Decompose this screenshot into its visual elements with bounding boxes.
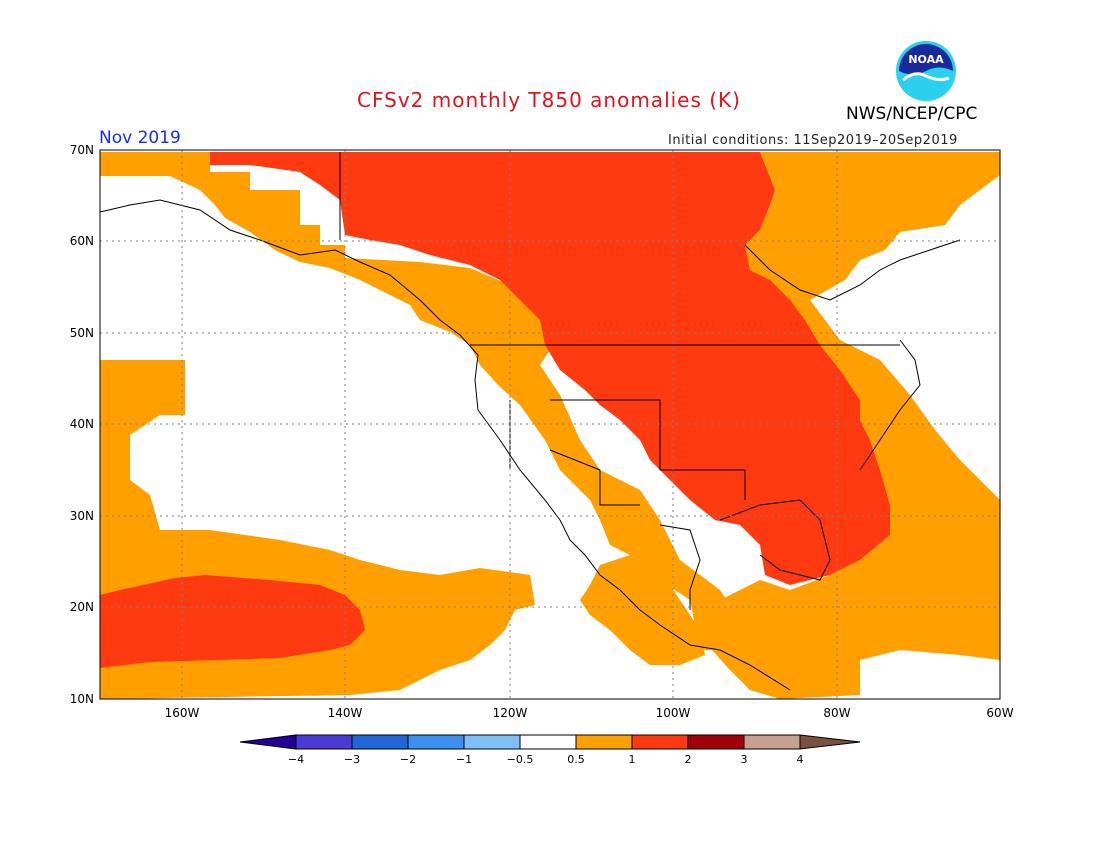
map-title: CFSv2 monthly T850 anomalies (K): [357, 88, 741, 112]
legend-swatch: [295, 734, 353, 750]
legend-swatch: [575, 734, 633, 750]
target-month: Nov 2019: [99, 128, 181, 148]
anomaly-red-regions: [100, 152, 890, 668]
color-legend: −4 −3 −2 −1 −0.5 0.5 1 2 3 4: [239, 734, 861, 766]
map-panel: [99, 149, 1001, 700]
legend-tick: 2: [685, 753, 692, 766]
noaa-logo: NOAA: [896, 41, 956, 101]
legend-tick-labels: −4 −3 −2 −1 −0.5 0.5 1 2 3 4: [288, 753, 804, 766]
agency-label: NWS/NCEP/CPC: [846, 104, 978, 124]
legend-tick: −0.5: [507, 753, 534, 766]
map-frame: [99, 149, 1001, 700]
legend-swatch-low-arrow: [239, 734, 297, 750]
legend-swatch-high-arrow: [799, 734, 861, 750]
legend-tick: 3: [741, 753, 748, 766]
coastlines: [99, 152, 961, 691]
lon-label: 80W: [823, 706, 850, 720]
lat-label: 10N: [70, 692, 94, 706]
legend-swatch: [519, 734, 577, 750]
legend-tick: −4: [288, 753, 304, 766]
legend-tick: −2: [400, 753, 416, 766]
lon-label: 140W: [328, 706, 363, 720]
lon-label: 160W: [165, 706, 200, 720]
legend-swatch: [351, 734, 409, 750]
lat-labels: 70N 60N 50N 40N 30N 20N 10N: [70, 143, 94, 706]
lat-label: 70N: [70, 143, 94, 157]
legend-tick: 4: [797, 753, 804, 766]
legend-swatch: [743, 734, 801, 750]
lon-label: 60W: [986, 706, 1013, 720]
legend-tick: −1: [456, 753, 472, 766]
lat-label: 30N: [70, 509, 94, 523]
legend-swatch: [687, 734, 745, 750]
noaa-logo-text: NOAA: [908, 53, 944, 66]
legend-tick: 1: [629, 753, 636, 766]
gridlines: [100, 150, 1000, 699]
lat-label: 50N: [70, 326, 94, 340]
lon-label: 100W: [656, 706, 691, 720]
legend-swatch: [407, 734, 465, 750]
lon-labels: 160W 140W 120W 100W 80W 60W: [165, 706, 1014, 720]
legend-tick: 0.5: [567, 753, 585, 766]
initial-conditions: Initial conditions: 11Sep2019–20Sep2019: [668, 133, 958, 148]
lon-label: 120W: [493, 706, 528, 720]
lat-label: 60N: [70, 234, 94, 248]
legend-tick: −3: [344, 753, 360, 766]
lat-label: 20N: [70, 600, 94, 614]
lat-label: 40N: [70, 417, 94, 431]
legend-swatch: [463, 734, 521, 750]
legend-swatch: [631, 734, 689, 750]
anomaly-orange-regions: [100, 152, 1000, 699]
